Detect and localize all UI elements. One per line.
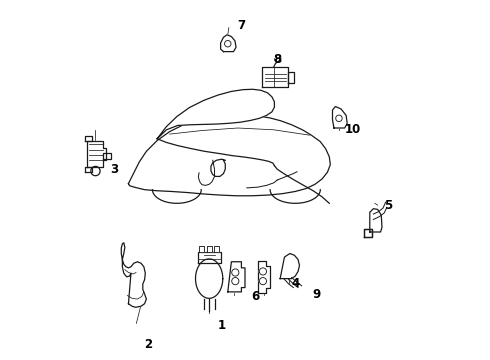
Polygon shape (196, 259, 223, 298)
Circle shape (232, 278, 239, 285)
Polygon shape (85, 136, 92, 141)
Polygon shape (87, 140, 106, 167)
Circle shape (259, 268, 267, 275)
Polygon shape (364, 229, 372, 237)
Text: 8: 8 (273, 53, 281, 66)
Circle shape (259, 278, 267, 285)
Polygon shape (199, 246, 204, 252)
Text: 3: 3 (110, 163, 118, 176)
Text: 5: 5 (384, 199, 392, 212)
Polygon shape (197, 252, 220, 263)
Circle shape (224, 41, 231, 47)
Text: 9: 9 (313, 288, 321, 301)
Polygon shape (122, 243, 147, 307)
Polygon shape (288, 72, 294, 83)
Polygon shape (157, 89, 274, 139)
Polygon shape (280, 253, 299, 279)
Circle shape (336, 115, 342, 122)
Polygon shape (103, 153, 111, 159)
Text: 4: 4 (291, 278, 299, 291)
Polygon shape (211, 159, 225, 176)
Polygon shape (258, 261, 270, 293)
Text: 6: 6 (252, 290, 260, 303)
Text: 10: 10 (344, 123, 361, 136)
Polygon shape (262, 67, 288, 87)
Polygon shape (370, 209, 382, 232)
Polygon shape (220, 35, 236, 51)
Polygon shape (228, 262, 245, 292)
Circle shape (91, 166, 100, 176)
Text: 1: 1 (218, 319, 226, 332)
Polygon shape (128, 116, 330, 196)
Polygon shape (85, 167, 92, 172)
Polygon shape (333, 107, 347, 128)
Polygon shape (214, 246, 219, 252)
Text: 2: 2 (144, 338, 152, 351)
Polygon shape (207, 246, 212, 252)
Text: 7: 7 (237, 19, 245, 32)
Circle shape (232, 269, 239, 276)
